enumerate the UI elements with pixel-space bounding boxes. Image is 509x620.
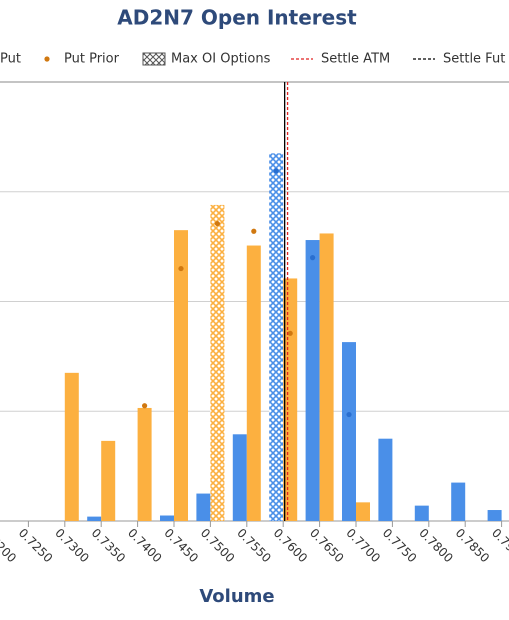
prior-dot [346, 411, 352, 418]
chart-title: AD2N7 Open Interest [117, 6, 357, 30]
prior-dot [273, 168, 279, 174]
prior-dot [287, 330, 293, 336]
x-tick-label: 0.7300 [52, 526, 92, 566]
x-tick-label: 0.7250 [16, 526, 56, 566]
bar [210, 204, 225, 522]
bar [342, 342, 356, 521]
bar [232, 434, 247, 521]
bar [101, 440, 116, 521]
bar [319, 233, 334, 521]
x-tick-label: 0.7800 [416, 526, 456, 566]
bar [196, 493, 211, 521]
bar [283, 278, 298, 521]
prior-dot [214, 220, 220, 227]
bar [174, 230, 188, 521]
x-tick-label: 0.7450 [161, 526, 201, 566]
prior-dot [142, 403, 148, 409]
bar [414, 505, 429, 521]
x-tick-label: 0.7200 [0, 526, 19, 566]
legend-label: Max OI Options [171, 52, 271, 67]
bar [64, 372, 79, 521]
bar [137, 407, 152, 521]
x-tick-label: 0.7700 [343, 526, 383, 566]
legend-label: Put Prior [64, 52, 120, 67]
bar [487, 510, 502, 521]
bar [378, 438, 393, 521]
x-tick-label: 0.7750 [380, 526, 420, 566]
bar [87, 516, 102, 521]
bar [269, 153, 284, 521]
legend-marker [44, 56, 50, 62]
x-tick-label: 0.7650 [307, 526, 347, 566]
prior-dot [178, 265, 184, 272]
legend-label: Put [0, 52, 21, 67]
bar [356, 502, 370, 521]
bar [160, 515, 174, 521]
bar [246, 245, 261, 521]
x-tick-label: 0.7350 [89, 526, 129, 566]
legend-swatch [142, 52, 166, 66]
prior-dot [251, 228, 257, 234]
legend-label: Settle Fut [443, 52, 505, 67]
x-axis-title: Volume [199, 586, 274, 607]
bar [305, 240, 320, 522]
x-tick-label: 0.7850 [453, 526, 493, 566]
x-tick-label: 0.7900 [489, 526, 509, 566]
prior-dot [310, 255, 316, 261]
x-tick-label: 0.7500 [198, 526, 238, 566]
x-tick-label: 0.7400 [125, 526, 165, 566]
x-tick-label: 0.7600 [271, 526, 311, 566]
x-tick-label: 0.7550 [234, 526, 274, 566]
bar [451, 482, 466, 521]
legend-label: Settle ATM [321, 52, 390, 67]
